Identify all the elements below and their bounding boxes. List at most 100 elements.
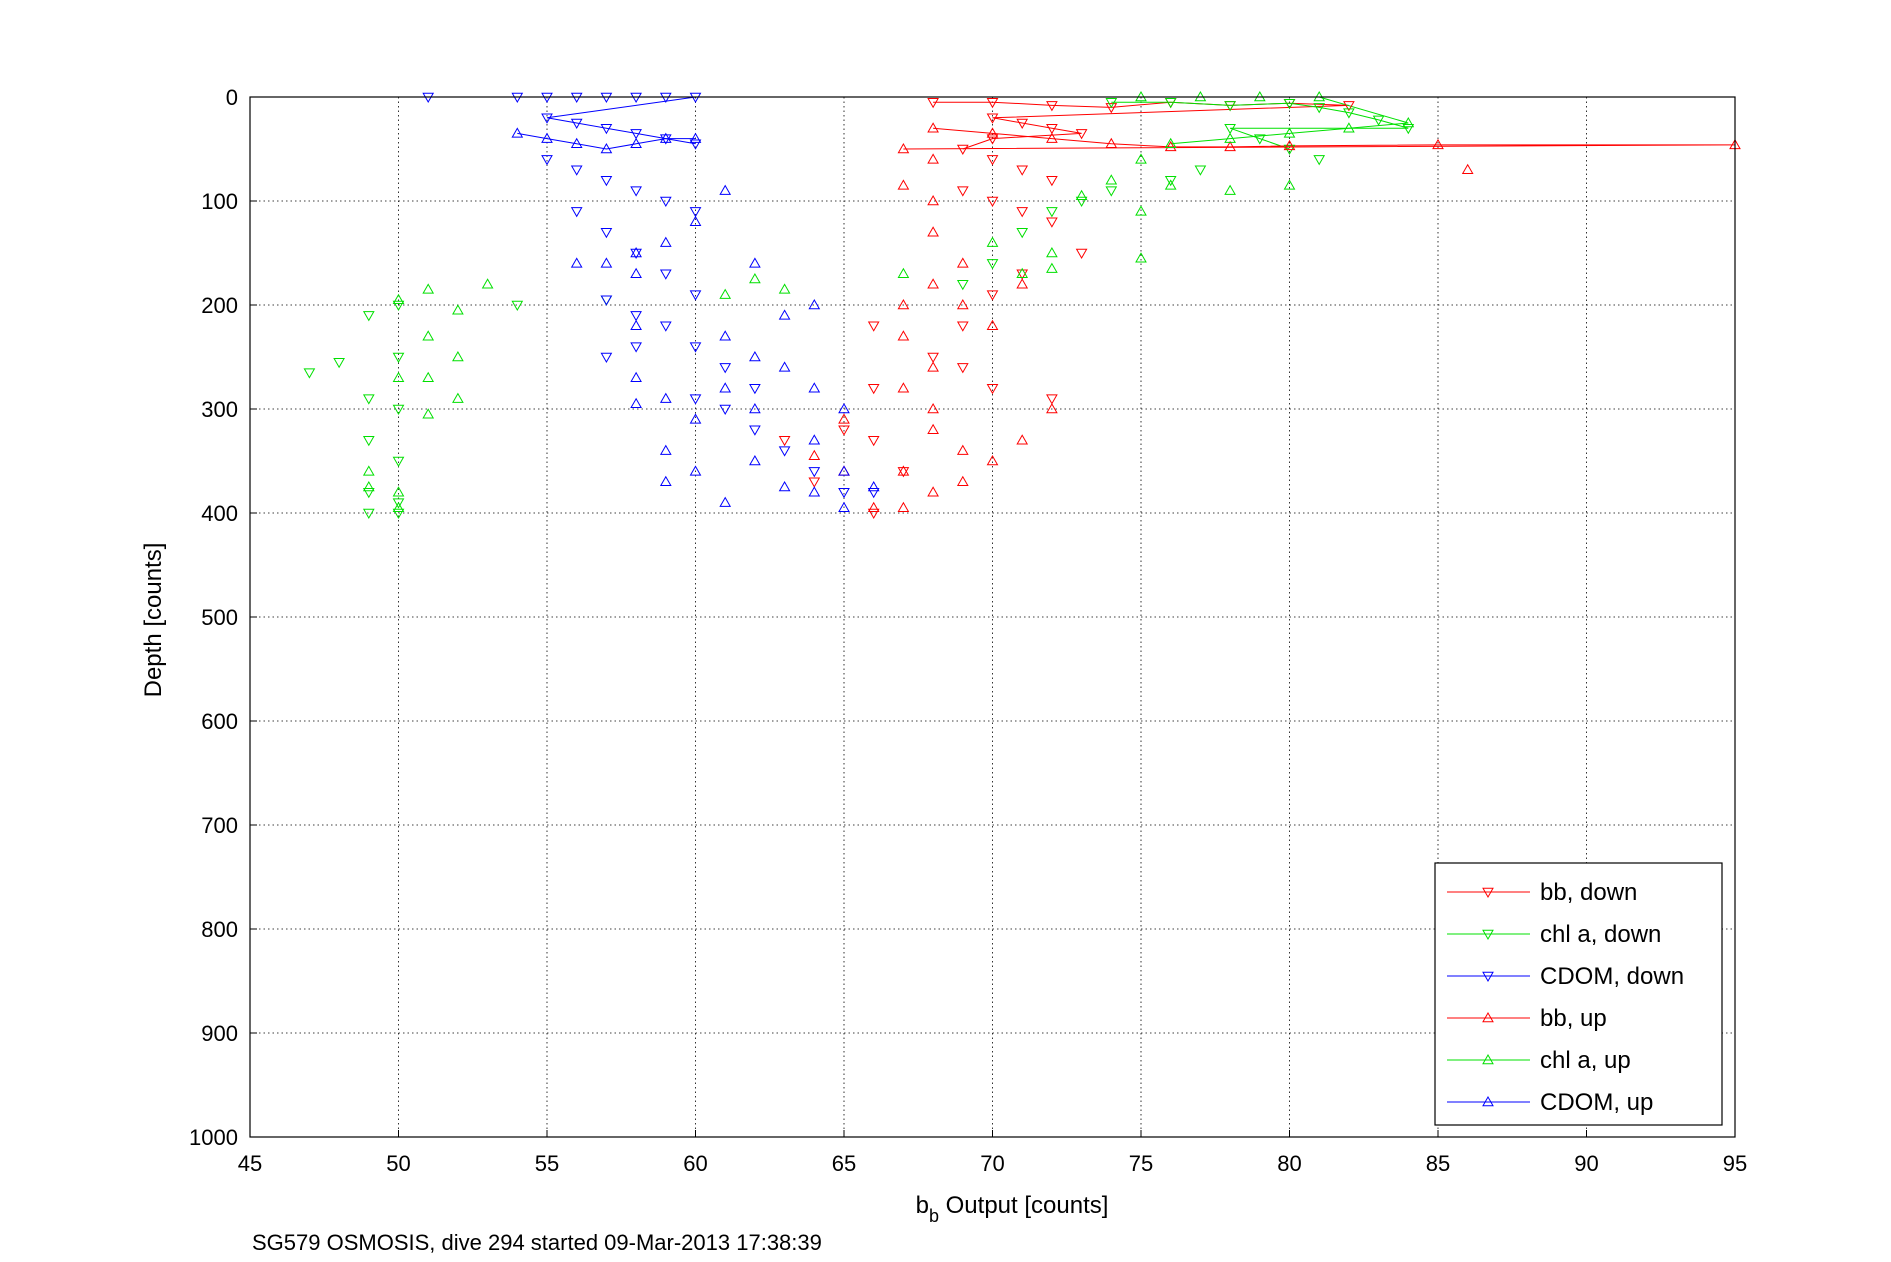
- point-cdom-down: [630, 342, 642, 353]
- point-cdom-up: [808, 382, 821, 393]
- y-tick-label: 300: [201, 397, 238, 422]
- point-cdom-up: [659, 236, 672, 247]
- point-cdom-up: [541, 132, 553, 143]
- point-chl-a-down: [362, 435, 375, 447]
- point-bb-up: [927, 194, 939, 206]
- point-cdom-down: [630, 311, 642, 322]
- point-chl-a-down: [956, 279, 969, 291]
- point-bb-down: [986, 196, 999, 208]
- point-chl-a-down: [1253, 134, 1266, 145]
- point-chl-a-up: [1283, 127, 1296, 138]
- point-chl-a-up: [719, 288, 732, 299]
- point-cdom-down: [600, 92, 613, 104]
- point-chl-a-up: [986, 236, 999, 247]
- point-bb-up: [927, 226, 939, 237]
- point-chl-a-up: [1194, 90, 1207, 102]
- point-chl-a-up: [1224, 184, 1236, 195]
- point-chl-a-up: [1135, 153, 1147, 164]
- point-cdom-up: [778, 480, 791, 492]
- point-cdom-down: [630, 186, 642, 197]
- series-line-bb-down: [933, 101, 1349, 150]
- point-chl-a-up: [392, 371, 405, 383]
- point-bb-down: [986, 155, 999, 166]
- point-bb-down: [1016, 165, 1029, 176]
- point-cdom-down: [600, 227, 613, 239]
- point-chl-a-up: [1046, 246, 1058, 258]
- point-cdom-down: [659, 92, 672, 104]
- point-chl-a-up: [749, 272, 761, 284]
- point-bb-up: [956, 475, 969, 487]
- point-chl-a-up: [422, 283, 435, 294]
- point-bb-up: [1224, 140, 1236, 152]
- point-bb-up: [927, 486, 939, 497]
- point-bb-down: [1075, 248, 1088, 260]
- legend-swatch-marker: [1482, 1095, 1494, 1107]
- point-cdom-up: [630, 267, 642, 279]
- point-chl-a-down: [1105, 97, 1118, 109]
- x-tick-label: 75: [1129, 1151, 1153, 1176]
- point-chl-a-up: [392, 486, 405, 497]
- point-cdom-up: [570, 257, 583, 268]
- point-chl-a-down: [392, 498, 405, 509]
- point-bb-up: [927, 423, 939, 435]
- point-bb-up: [927, 122, 939, 133]
- legend-label: chl a, up: [1540, 1047, 1631, 1074]
- point-chl-a-down: [362, 487, 375, 499]
- point-chl-a-down: [362, 508, 375, 520]
- point-bb-down: [1075, 129, 1088, 140]
- point-bb-up: [1046, 132, 1058, 143]
- x-tick-label: 45: [238, 1151, 262, 1176]
- point-chl-a-down: [303, 368, 316, 379]
- point-cdom-down: [689, 207, 702, 218]
- point-bb-up: [1016, 434, 1029, 445]
- point-cdom-up: [838, 501, 850, 513]
- point-cdom-up: [778, 309, 791, 320]
- legend-swatch-marker: [1482, 1011, 1494, 1023]
- point-cdom-up: [511, 127, 524, 138]
- point-bb-up: [808, 449, 821, 461]
- point-cdom-down: [570, 118, 583, 130]
- point-cdom-up: [630, 319, 642, 331]
- legend-label: chl a, down: [1540, 921, 1661, 948]
- point-bb-up: [1461, 163, 1474, 175]
- series-line-bb-up: [903, 127, 1736, 150]
- point-bb-down: [867, 435, 880, 447]
- point-bb-down: [778, 435, 791, 447]
- x-tick-label: 60: [683, 1151, 707, 1176]
- point-chl-a-up: [1402, 116, 1415, 128]
- point-chl-a-down: [1075, 196, 1088, 208]
- point-cdom-down: [749, 425, 761, 436]
- point-bb-down: [927, 97, 939, 109]
- point-bb-up: [897, 298, 910, 310]
- point-cdom-up: [749, 402, 761, 414]
- y-tick-label: 700: [201, 813, 238, 838]
- point-bb-down: [986, 290, 999, 301]
- x-tick-label: 95: [1723, 1151, 1747, 1176]
- point-chl-a-down: [1016, 227, 1029, 239]
- point-cdom-up: [689, 132, 702, 143]
- point-bb-down: [1046, 217, 1058, 228]
- plot-markers: [303, 90, 1741, 520]
- point-chl-a-up: [1283, 179, 1296, 190]
- point-chl-a-up: [392, 501, 405, 513]
- point-bb-down: [1016, 207, 1029, 218]
- point-cdom-up: [630, 246, 642, 258]
- point-bb-up: [927, 278, 939, 289]
- x-tick-label: 90: [1574, 1151, 1598, 1176]
- legend-label: CDOM, up: [1540, 1089, 1653, 1116]
- point-chl-a-up: [481, 278, 494, 289]
- point-bb-up: [1105, 137, 1118, 149]
- point-cdom-up: [630, 371, 642, 383]
- point-cdom-down: [689, 394, 702, 405]
- y-tick-label: 800: [201, 917, 238, 942]
- point-cdom-up: [630, 137, 642, 149]
- point-cdom-down: [541, 155, 553, 166]
- point-cdom-down: [808, 467, 821, 478]
- y-tick-label: 100: [201, 189, 238, 214]
- point-chl-a-up: [452, 350, 464, 362]
- point-bb-down: [867, 321, 880, 332]
- point-bb-down: [986, 97, 999, 109]
- point-bb-down: [1046, 101, 1058, 112]
- point-bb-up: [1432, 138, 1444, 150]
- point-chl-a-up: [1313, 90, 1326, 102]
